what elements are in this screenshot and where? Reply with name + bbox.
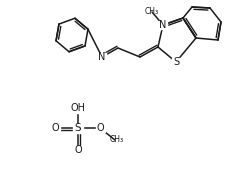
Text: CH₃: CH₃ bbox=[145, 7, 159, 16]
Text: O: O bbox=[51, 123, 59, 133]
Bar bbox=[72, 104, 84, 113]
Bar bbox=[159, 21, 167, 29]
Text: CH₃: CH₃ bbox=[110, 135, 124, 144]
Bar bbox=[51, 124, 59, 132]
Text: N: N bbox=[98, 52, 106, 62]
Text: N: N bbox=[98, 52, 106, 62]
Text: OH: OH bbox=[70, 103, 86, 113]
Text: O: O bbox=[96, 123, 104, 133]
Text: N: N bbox=[159, 20, 167, 30]
Text: O: O bbox=[74, 145, 82, 155]
Bar bbox=[73, 123, 83, 132]
Bar bbox=[74, 146, 82, 154]
Text: S: S bbox=[173, 57, 179, 67]
Bar bbox=[98, 53, 106, 61]
Text: S: S bbox=[75, 123, 81, 133]
Bar bbox=[172, 58, 180, 66]
Bar bbox=[95, 124, 105, 132]
Bar bbox=[98, 53, 106, 61]
